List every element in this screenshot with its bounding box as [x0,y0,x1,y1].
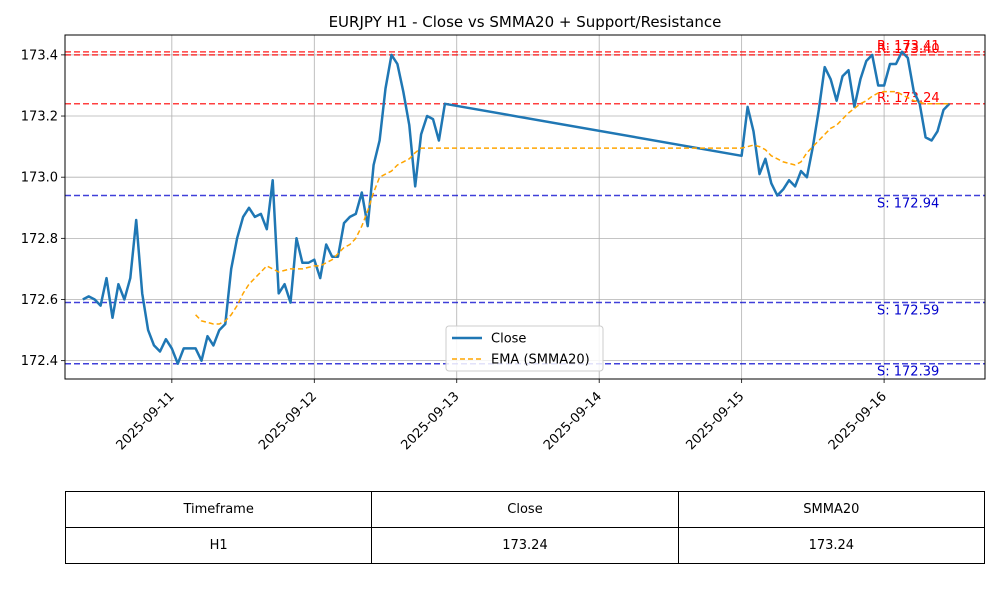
axis-layer: 2025-09-11 2025-09-12 2025-09-13 2025-09-14… [21,48,890,453]
y-tick-label: 173.2 [21,110,58,125]
table-row: H1 173.24 173.24 [64,527,986,564]
x-tick-label: 2025-09-12 [256,389,320,453]
support-level-label: S: 172.94 [877,197,939,212]
summary-table: Timeframe Close SMMA20 H1 173.24 173.24 [64,491,986,564]
x-tick-label: 2025-09-15 [683,389,747,453]
resistance-level-label: R: 173.41 [877,39,940,54]
chart-title: EURJPY H1 - Close vs SMMA20 + Support/Re… [329,13,722,31]
table-cell-close: 173.24 [371,527,679,564]
table-cell-smma20: 173.24 [677,527,986,564]
y-tick-label: 173.4 [21,48,58,63]
table-header-row: Timeframe Close SMMA20 [64,491,986,528]
x-tick-label: 2025-09-14 [541,389,605,453]
plot-frame [64,34,986,380]
support-level-label: S: 172.39 [877,365,939,380]
legend-label-close: Close [491,332,526,347]
resistance-level-label: R: 173.40 [877,42,940,57]
table-header-smma20: SMMA20 [677,491,986,528]
legend-box [445,325,604,372]
support-level-label: S: 172.59 [877,304,939,319]
legend-label-smma: EMA (SMMA20) [491,353,590,368]
x-tick-label: 2025-09-16 [826,389,890,453]
y-tick-label: 172.4 [21,354,58,369]
y-tick-label: 172.8 [21,232,58,247]
legend: Close EMA (SMMA20) [445,325,604,372]
series-layer [82,50,951,365]
table-cell-timeframe: H1 [64,527,373,564]
series-line-close [82,50,951,365]
chart-svg: EURJPY H1 - Close vs SMMA20 + Support/Re… [21,13,986,453]
table-header-timeframe: Timeframe [64,491,373,528]
x-tick-label: 2025-09-11 [114,389,178,453]
level-layer: R: 173.41R: 173.40R: 173.24S: 172.94S: 1… [65,39,985,380]
table-header-close: Close [371,491,679,528]
y-tick-label: 173.0 [21,171,58,186]
y-tick-label: 172.6 [21,293,58,308]
x-tick-label: 2025-09-13 [399,389,463,453]
